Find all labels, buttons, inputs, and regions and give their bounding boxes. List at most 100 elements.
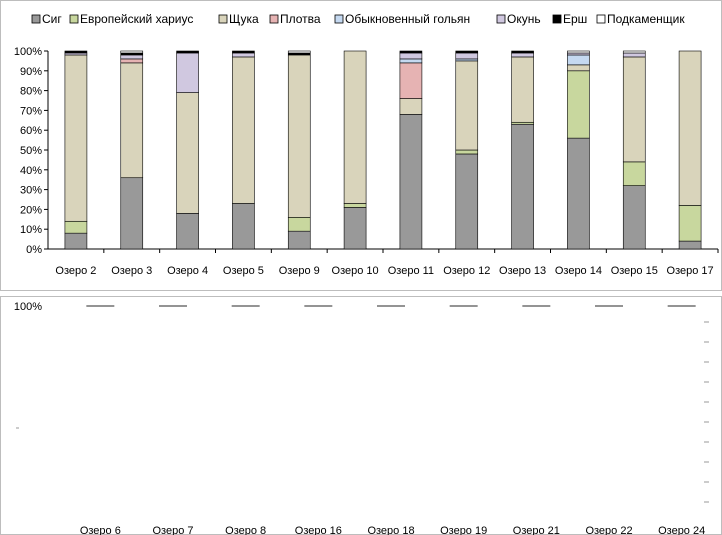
bar-segment: [176, 50, 199, 54]
legend-swatch-3: [269, 14, 279, 24]
bar-segment: [399, 50, 423, 54]
bar-segment: [120, 54, 144, 60]
second-chart-x-labels: Озеро 6 Озеро 7 Озеро 8 Озеро 16 Озеро 18 Озе…: [80, 525, 705, 535]
bar-segment: [678, 205, 702, 242]
legend-label-3: Плотва: [280, 12, 321, 26]
y-tick-label: 0%: [26, 244, 42, 256]
y-tick-label: 20%: [20, 204, 42, 216]
legend-label-5: Окунь: [507, 12, 541, 26]
bar-segment: [287, 54, 311, 218]
bar-segment: [567, 137, 590, 250]
second-chart-x-label: Озеро 7: [152, 525, 193, 535]
bar-segment: [622, 52, 646, 58]
second-chart-x-label: Озеро 8: [225, 525, 266, 535]
bar-segment: [622, 185, 646, 250]
x-tick-label: Озеро 15: [611, 265, 658, 277]
bar-segment: [120, 177, 144, 250]
bar-segment: [455, 50, 479, 54]
legend-label-7: Подкаменщик: [607, 12, 685, 26]
legend-swatch-2: [218, 14, 228, 24]
y-tick-label: 80%: [20, 86, 42, 98]
bar-segment: [287, 50, 311, 54]
bar-segment: [287, 217, 311, 232]
bar-segment: [176, 92, 199, 214]
x-tick-label: Озеро 17: [667, 265, 714, 277]
bar-segment: [567, 50, 590, 54]
x-tick-label: Озеро 2: [55, 265, 96, 277]
bar-segment: [287, 230, 311, 250]
second-chart-x-label: Озеро 19: [440, 525, 487, 535]
x-tick-label: Озеро 4: [167, 265, 208, 277]
second-chart-x-label: Озеро 24: [658, 525, 705, 535]
bar-segment: [399, 98, 423, 115]
y-tick-label: 50%: [20, 145, 42, 157]
second-chart-x-label: Озеро 6: [80, 525, 121, 535]
bar-segment: [511, 123, 534, 250]
bar-segment: [567, 70, 590, 139]
x-tick-label: Озеро 5: [223, 265, 264, 277]
y-tick-label: 90%: [20, 66, 42, 78]
bar-segment: [343, 50, 367, 204]
legend-label-1: Европейский хариус: [80, 12, 193, 26]
y-tick-label: 70%: [20, 105, 42, 117]
second-chart-x-label: Озеро 18: [367, 525, 414, 535]
legend-swatch-7: [596, 14, 606, 24]
second-chart-frame: [0, 296, 722, 535]
x-tick-label: Озеро 10: [332, 265, 379, 277]
y-tick-label: 100%: [14, 46, 42, 58]
legend: Сиг Европейский хариус Щука Плотва Обыкновен…: [31, 12, 685, 26]
second-chart-right-ticks: [16, 321, 709, 503]
legend-swatch-6: [552, 14, 562, 24]
x-tick-label: Озеро 12: [443, 265, 490, 277]
bar-segment: [567, 54, 590, 66]
bar-segment: [567, 64, 590, 72]
legend-swatch-4: [334, 14, 344, 24]
x-axis: Озеро 2 Озеро 3 Озеро 4 Озеро 5 Озеро 9 Озеро…: [55, 249, 719, 277]
x-tick-label: Озеро 13: [499, 265, 546, 277]
bar-segment: [120, 62, 144, 179]
bar-segment: [176, 52, 199, 93]
bar-segment: [399, 58, 423, 64]
bars: [64, 50, 702, 250]
bar-segment: [678, 240, 702, 250]
bar-segment: [622, 50, 646, 54]
bar-segment: [232, 52, 255, 58]
bar-segment: [232, 56, 255, 204]
x-tick-label: Озеро 9: [279, 265, 320, 277]
bar-segment: [232, 203, 255, 250]
bar-segment: [622, 161, 646, 186]
bar-segment: [455, 52, 479, 60]
x-tick-label: Озеро 11: [388, 265, 434, 277]
bar-segment: [622, 56, 646, 163]
bar-segment: [678, 50, 702, 206]
bar-segment: [455, 149, 479, 155]
x-tick-label: Озеро 14: [555, 265, 602, 277]
legend-swatch-1: [69, 14, 79, 24]
bar-segment: [399, 52, 423, 60]
legend-swatch-0: [31, 14, 41, 24]
x-tick-label: Озеро 3: [111, 265, 152, 277]
y-tick-label: 10%: [20, 224, 42, 236]
bar-segment: [64, 50, 88, 54]
bar-segment: [343, 207, 367, 250]
legend-label-6: Ерш: [563, 12, 587, 26]
bar-segment: [399, 114, 423, 250]
y-tick-label: 30%: [20, 185, 42, 197]
bar-segment: [120, 58, 144, 64]
legend-swatch-5: [496, 14, 506, 24]
bar-segment: [64, 54, 88, 222]
second-chart-x-label: Озеро 22: [585, 525, 632, 535]
bar-segment: [64, 232, 88, 250]
bar-segment: [399, 62, 423, 99]
y-tick-label: 60%: [20, 125, 42, 137]
bar-segment: [176, 213, 199, 250]
second-chart-ytick: 100%: [14, 301, 42, 313]
legend-label-0: Сиг: [42, 12, 62, 26]
bar-segment: [511, 50, 534, 54]
second-chart-x-label: Озеро 16: [295, 525, 342, 535]
bar-segment: [455, 153, 479, 250]
bar-segment: [64, 220, 88, 234]
bar-segment: [343, 203, 367, 208]
second-chart-x-label: Озеро 21: [513, 525, 560, 535]
y-tick-label: 40%: [20, 165, 42, 177]
